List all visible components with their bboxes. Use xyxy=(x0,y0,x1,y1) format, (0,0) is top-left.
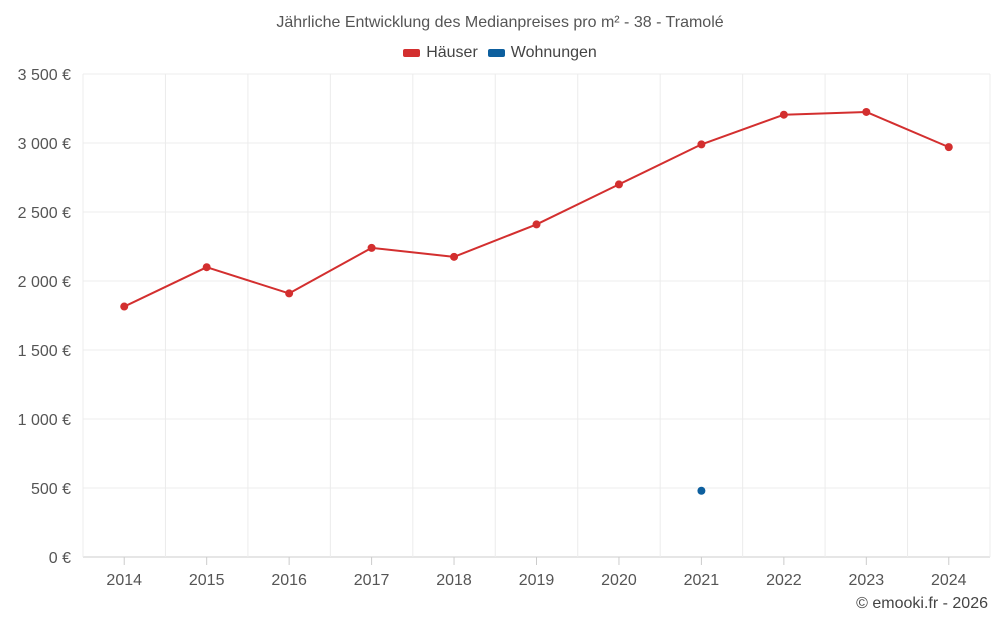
data-point-haeuser xyxy=(779,110,788,119)
x-tick-label: 2018 xyxy=(436,572,472,589)
y-tick-label: 2 000 € xyxy=(18,274,71,291)
x-tick-label: 2019 xyxy=(519,572,555,589)
data-point-haeuser xyxy=(367,243,376,252)
x-tick-label: 2024 xyxy=(931,572,967,589)
x-tick-label: 2017 xyxy=(354,572,390,589)
legend-item-wohnungen[interactable]: Wohnungen xyxy=(487,44,597,62)
y-tick-label: 2 500 € xyxy=(18,205,71,222)
x-tick-label: 2015 xyxy=(189,572,225,589)
data-point-haeuser xyxy=(944,143,953,152)
chart-title: Jährliche Entwicklung des Medianpreises … xyxy=(276,14,724,31)
data-point-haeuser xyxy=(697,140,706,149)
x-tick-label: 2016 xyxy=(271,572,307,589)
data-point-haeuser xyxy=(614,180,623,189)
legend-label-wohnungen: Wohnungen xyxy=(510,44,597,61)
y-tick-label: 3 000 € xyxy=(18,136,71,153)
legend: Häuser Wohnungen xyxy=(0,44,1000,62)
x-tick-label: 2020 xyxy=(601,572,637,589)
legend-swatch-haeuser xyxy=(403,49,421,57)
y-tick-label: 500 € xyxy=(31,481,71,498)
y-tick-label: 3 500 € xyxy=(18,67,71,84)
y-tick-label: 0 € xyxy=(49,550,71,567)
data-point-haeuser xyxy=(285,289,294,298)
legend-label-haeuser: Häuser xyxy=(426,44,478,61)
data-point-haeuser xyxy=(202,263,211,272)
data-point-haeuser xyxy=(532,220,541,229)
copyright-watermark: © emooki.fr - 2026 xyxy=(856,595,988,612)
x-tick-label: 2022 xyxy=(766,572,802,589)
y-tick-label: 1 000 € xyxy=(18,412,71,429)
y-tick-label: 1 500 € xyxy=(18,343,71,360)
x-tick-label: 2014 xyxy=(106,572,142,589)
data-point-wohnungen xyxy=(697,486,706,495)
data-point-haeuser xyxy=(450,252,459,261)
legend-swatch-wohnungen xyxy=(487,49,505,57)
x-tick-label: 2021 xyxy=(684,572,720,589)
legend-item-haeuser[interactable]: Häuser xyxy=(403,44,478,62)
data-point-haeuser xyxy=(862,107,871,116)
x-tick-label: 2023 xyxy=(849,572,885,589)
data-point-haeuser xyxy=(120,302,129,311)
